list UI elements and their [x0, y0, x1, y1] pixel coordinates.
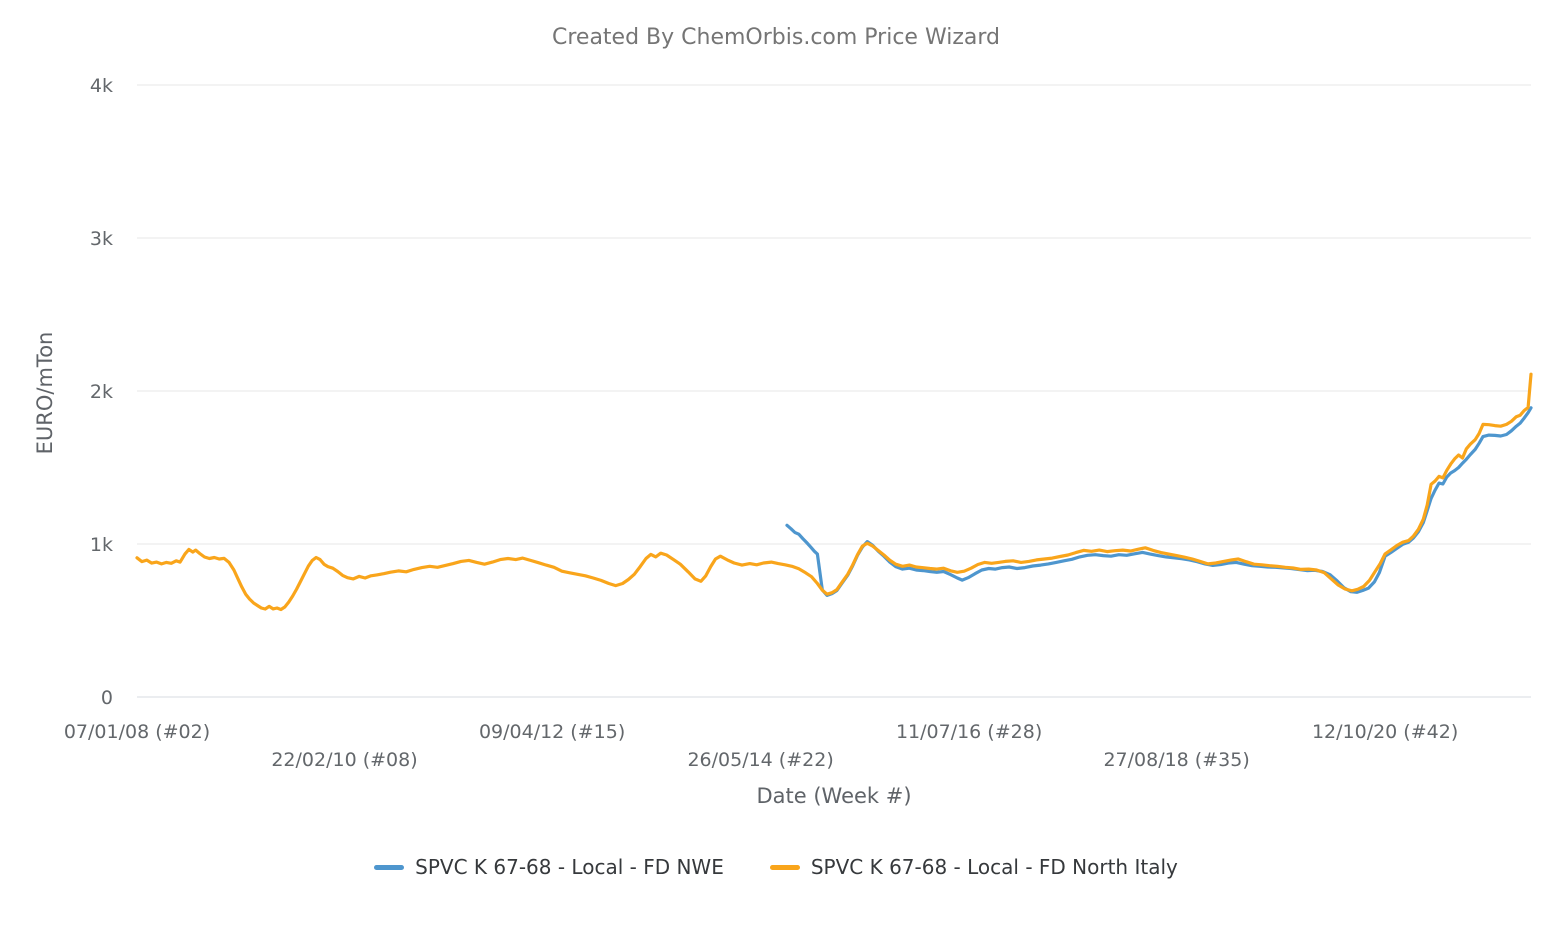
x-tick-label: 27/08/18 (#35) — [1103, 749, 1249, 771]
y-tick-label: 1k — [90, 534, 113, 556]
series-line-fd-nwe[interactable] — [785, 406, 1533, 597]
legend-label-fd-nwe: SPVC K 67-68 - Local - FD NWE — [415, 855, 724, 879]
x-tick-label: 12/10/20 (#42) — [1312, 721, 1458, 743]
chart-title: Created By ChemOrbis.com Price Wizard — [551, 25, 1000, 50]
legend-item-fd-nwe[interactable]: SPVC K 67-68 - Local - FD NWE — [374, 855, 724, 879]
y-tick-label: 0 — [101, 687, 113, 709]
x-tick-label: 22/02/10 (#08) — [271, 749, 417, 771]
x-axis-title: Date (Week #) — [756, 784, 912, 808]
legend-dash-fd-north-italy-icon — [769, 864, 800, 870]
x-tick-label: 11/07/16 (#28) — [896, 721, 1042, 743]
chart-legend: SPVC K 67-68 - Local - FD NWE SPVC K 67-… — [0, 855, 1552, 879]
y-tick-label: 4k — [90, 75, 113, 97]
y-tick-label: 3k — [90, 228, 113, 250]
legend-dash-fd-nwe-icon — [374, 864, 405, 870]
x-tick-label: 09/04/12 (#15) — [479, 721, 625, 743]
series-line-fd-north-italy[interactable] — [135, 372, 1533, 612]
y-tick-label: 2k — [90, 381, 113, 403]
legend-label-fd-north-italy: SPVC K 67-68 - Local - FD North Italy — [810, 855, 1178, 879]
x-tick-label: 07/01/08 (#02) — [64, 721, 210, 743]
x-tick-label: 26/05/14 (#22) — [687, 749, 833, 771]
legend-item-fd-north-italy[interactable]: SPVC K 67-68 - Local - FD North Italy — [769, 855, 1178, 879]
